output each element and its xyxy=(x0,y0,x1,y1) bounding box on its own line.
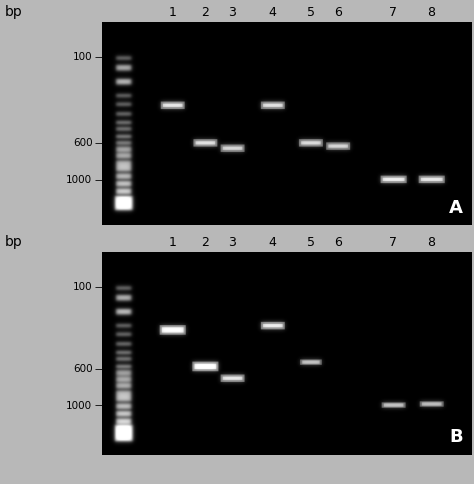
Text: 5: 5 xyxy=(307,236,315,249)
Text: 600: 600 xyxy=(73,364,92,374)
Text: 1000: 1000 xyxy=(66,175,92,185)
Text: 6: 6 xyxy=(334,6,342,19)
Text: —: — xyxy=(95,282,105,292)
Text: 6: 6 xyxy=(334,236,342,249)
Text: bp: bp xyxy=(5,5,22,19)
Text: 1: 1 xyxy=(169,236,176,249)
Text: 7: 7 xyxy=(389,236,397,249)
Text: 1000: 1000 xyxy=(66,401,92,410)
Text: 600: 600 xyxy=(73,138,92,148)
Text: A: A xyxy=(449,198,463,216)
Text: 100: 100 xyxy=(73,282,92,292)
Text: 5: 5 xyxy=(307,6,315,19)
Text: 8: 8 xyxy=(428,6,436,19)
Text: —: — xyxy=(95,175,105,185)
Text: bp: bp xyxy=(5,235,22,249)
Text: —: — xyxy=(95,138,105,148)
Text: 2: 2 xyxy=(201,6,209,19)
Text: 100: 100 xyxy=(73,52,92,62)
Text: B: B xyxy=(449,428,463,446)
Text: —: — xyxy=(95,364,105,374)
Text: 1: 1 xyxy=(169,6,176,19)
Text: 8: 8 xyxy=(428,236,436,249)
Text: —: — xyxy=(95,401,105,410)
Text: 3: 3 xyxy=(228,6,237,19)
Text: 3: 3 xyxy=(228,236,237,249)
Text: 2: 2 xyxy=(201,236,209,249)
Text: 7: 7 xyxy=(389,6,397,19)
Text: 4: 4 xyxy=(269,6,276,19)
Text: 4: 4 xyxy=(269,236,276,249)
Text: —: — xyxy=(95,52,105,62)
